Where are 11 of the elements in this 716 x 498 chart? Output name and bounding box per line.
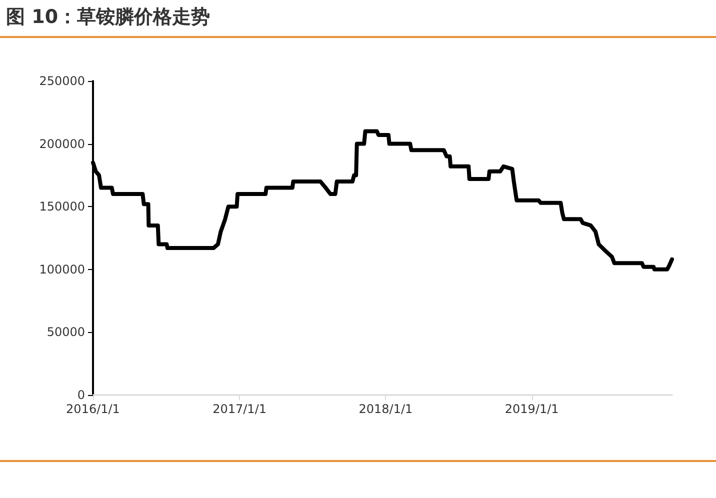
y-tick-label: 50000 [46,325,85,340]
y-tick-label: 150000 [39,200,85,214]
x-tick-label: 2019/1/1 [504,402,559,416]
chart-title: 图 10：草铵膦价格走势 [6,5,210,30]
x-tick-label: 2018/1/1 [358,402,413,416]
x-tick-label: 2017/1/1 [212,402,267,416]
y-tick-label: 250000 [39,74,85,88]
y-tick-label: 100000 [39,262,85,276]
x-tick-label: 2016/1/1 [66,402,120,416]
y-tick-label: 200000 [39,136,85,151]
y-tick-label: 0 [77,388,85,402]
